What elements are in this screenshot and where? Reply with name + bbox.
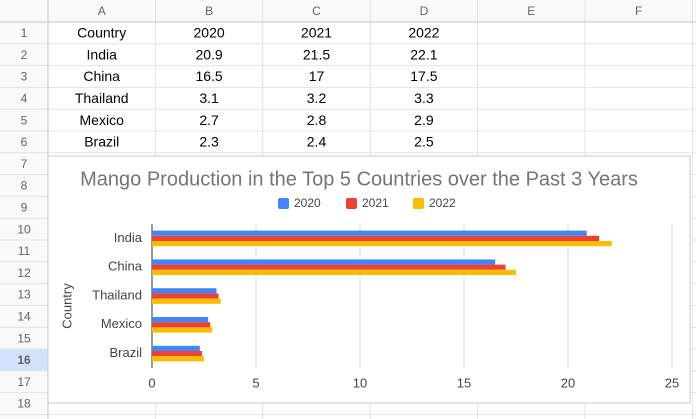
legend-label: 2022: [429, 196, 456, 210]
bar: [152, 288, 217, 294]
cell-text[interactable]: 3.3: [414, 90, 434, 106]
cell-text[interactable]: 3.1: [199, 90, 219, 106]
cell-text[interactable]: 2021: [301, 25, 332, 41]
cell-text[interactable]: 3.2: [307, 90, 327, 106]
cell-text[interactable]: 16.5: [195, 68, 222, 84]
cell-text[interactable]: 20.9: [195, 46, 222, 62]
column-letter[interactable]: F: [635, 4, 642, 18]
cell-text[interactable]: Mexico: [80, 112, 125, 128]
cell-text[interactable]: Brazil: [84, 134, 119, 150]
row-number[interactable]: 9: [21, 200, 28, 214]
row-number[interactable]: 15: [17, 331, 31, 345]
bar: [152, 241, 612, 247]
x-tick-label: 25: [665, 375, 679, 390]
cell-text[interactable]: 2.4: [307, 134, 327, 150]
cell-text[interactable]: 2.9: [414, 112, 434, 128]
row-header-selected: [0, 349, 48, 371]
x-tick-label: 10: [353, 375, 367, 390]
row-number[interactable]: 16: [17, 353, 31, 367]
row-number[interactable]: 3: [21, 70, 28, 84]
cell-text[interactable]: 2.3: [199, 134, 219, 150]
bar: [152, 356, 204, 362]
bar: [152, 298, 221, 304]
cell-text[interactable]: 2.7: [199, 112, 219, 128]
row-number[interactable]: 14: [17, 309, 31, 323]
legend-label: 2021: [362, 196, 389, 210]
cell-text[interactable]: China: [83, 68, 120, 84]
y-axis-label: Country: [59, 283, 74, 329]
bar: [152, 293, 219, 299]
cell-text[interactable]: India: [87, 46, 118, 62]
bar: [152, 322, 211, 328]
row-number[interactable]: 17: [17, 375, 31, 389]
row-number[interactable]: 13: [17, 288, 31, 302]
cell-text[interactable]: 22.1: [410, 46, 437, 62]
cell-text[interactable]: Thailand: [75, 90, 129, 106]
x-tick-label: 15: [457, 375, 471, 390]
cell-text[interactable]: 17.5: [410, 68, 437, 84]
row-number[interactable]: 11: [18, 244, 31, 258]
legend-swatch: [346, 198, 357, 209]
bar: [152, 327, 213, 333]
y-tick-label: Mexico: [101, 316, 142, 331]
column-letter[interactable]: C: [312, 4, 321, 18]
y-tick-label: Brazil: [109, 345, 142, 360]
bar: [152, 269, 516, 275]
row-number[interactable]: 7: [21, 157, 28, 171]
bar: [152, 235, 600, 241]
column-letter[interactable]: D: [420, 4, 429, 18]
cell-text[interactable]: 21.5: [303, 46, 330, 62]
legend-swatch: [413, 198, 424, 209]
chart-title: Mango Production in the Top 5 Countries …: [80, 168, 638, 190]
bar: [152, 230, 587, 236]
cell-text[interactable]: 2020: [194, 25, 225, 41]
bar: [152, 351, 202, 357]
row-number[interactable]: 10: [17, 222, 31, 236]
row-number[interactable]: 1: [21, 26, 28, 40]
x-tick-label: 5: [252, 375, 259, 390]
bar: [152, 317, 209, 323]
cell-text[interactable]: 17: [309, 68, 325, 84]
y-tick-label: China: [108, 259, 143, 274]
column-letter[interactable]: E: [527, 4, 535, 18]
row-number[interactable]: 4: [21, 91, 28, 105]
bar: [152, 345, 200, 351]
row-number[interactable]: 2: [21, 48, 28, 62]
row-number[interactable]: 18: [17, 397, 31, 411]
cell-text[interactable]: Country: [77, 25, 126, 41]
legend-swatch: [278, 198, 289, 209]
row-number[interactable]: 5: [21, 113, 28, 127]
cell-text[interactable]: 2022: [408, 25, 439, 41]
x-tick-label: 20: [561, 375, 575, 390]
y-tick-label: India: [114, 230, 143, 245]
cell-text[interactable]: 2.5: [414, 134, 434, 150]
chart-frame[interactable]: [47, 155, 691, 404]
row-number[interactable]: 6: [21, 135, 28, 149]
y-tick-label: Thailand: [92, 287, 142, 302]
row-number[interactable]: 12: [17, 266, 31, 280]
legend-label: 2020: [294, 196, 321, 210]
column-header-bar: [0, 0, 696, 22]
row-number[interactable]: 8: [21, 179, 28, 193]
column-letter[interactable]: A: [98, 4, 106, 18]
column-letter[interactable]: B: [205, 4, 213, 18]
cell-text[interactable]: 2.8: [307, 112, 327, 128]
bar: [152, 264, 506, 270]
bar: [152, 259, 496, 265]
x-tick-label: 0: [148, 375, 155, 390]
